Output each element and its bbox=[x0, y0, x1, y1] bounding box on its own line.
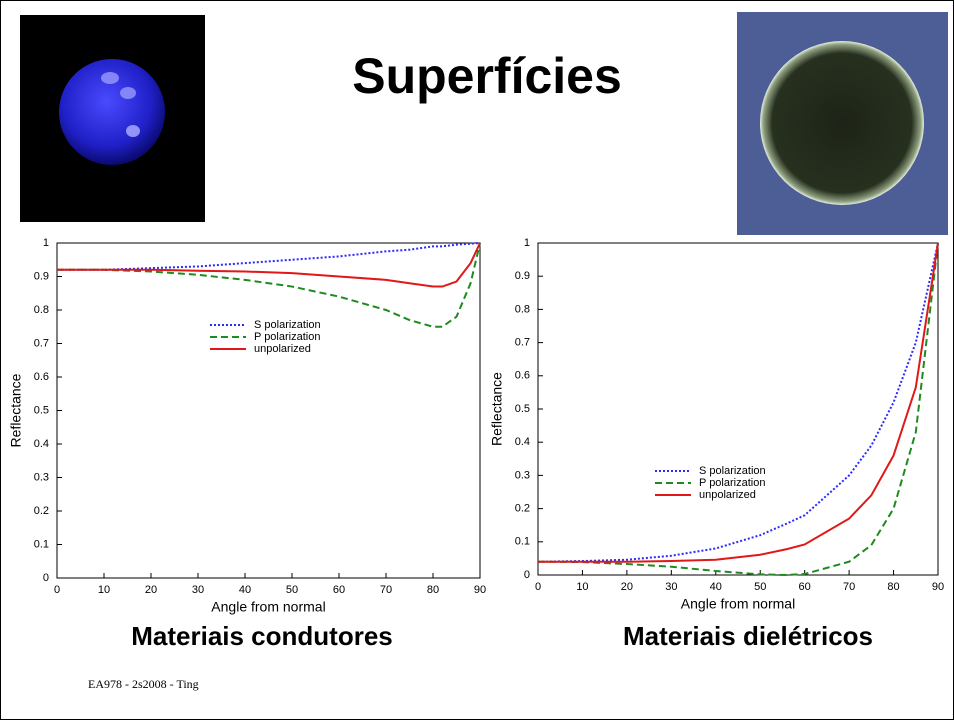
chart-caption: Materiais condutores bbox=[131, 621, 393, 651]
y-tick-label: 0.6 bbox=[34, 371, 49, 383]
y-tick-label: 0.8 bbox=[34, 304, 49, 316]
dark-sphere bbox=[760, 41, 924, 205]
x-tick-label: 40 bbox=[710, 581, 722, 593]
y-tick-label: 1 bbox=[524, 237, 530, 249]
x-tick-label: 50 bbox=[754, 581, 766, 593]
y-axis-label: Reflectance bbox=[489, 372, 505, 446]
highlight bbox=[120, 87, 136, 99]
x-tick-label: 10 bbox=[98, 584, 110, 596]
x-tick-label: 60 bbox=[333, 584, 345, 596]
highlight bbox=[126, 125, 140, 137]
y-tick-label: 1 bbox=[43, 237, 49, 249]
y-tick-label: 0.2 bbox=[34, 505, 49, 517]
y-tick-label: 0.5 bbox=[515, 403, 530, 415]
y-tick-label: 0.4 bbox=[34, 438, 49, 450]
x-tick-label: 0 bbox=[54, 584, 60, 596]
slide: Superfícies EA978 - 2s2008 - Ting 0 0.1 0.… bbox=[0, 0, 954, 720]
x-tick-label: 30 bbox=[192, 584, 204, 596]
legend-label: unpolarized bbox=[254, 343, 311, 355]
x-tick-label: 80 bbox=[887, 581, 899, 593]
y-tick-label: 0.3 bbox=[34, 471, 49, 483]
y-tick-label: 0.7 bbox=[34, 337, 49, 349]
legend-label: S polarization bbox=[254, 319, 321, 331]
y-tick-label: 0.4 bbox=[515, 436, 530, 448]
y-tick-label: 0.7 bbox=[515, 337, 530, 349]
x-tick-label: 60 bbox=[799, 581, 811, 593]
y-tick-label: 0.1 bbox=[515, 536, 530, 548]
y-axis-label: Reflectance bbox=[8, 373, 24, 447]
y-tick-label: 0.8 bbox=[515, 303, 530, 315]
x-tick-label: 70 bbox=[380, 584, 392, 596]
x-tick-label: 70 bbox=[843, 581, 855, 593]
x-tick-label: 90 bbox=[932, 581, 944, 593]
x-tick-label: 20 bbox=[621, 581, 633, 593]
chart-caption: Materiais dielétricos bbox=[623, 621, 873, 651]
y-tick-label: 0.2 bbox=[515, 503, 530, 515]
x-axis-label: Angle from normal bbox=[681, 596, 795, 612]
y-tick-label: 0.5 bbox=[34, 404, 49, 416]
y-tick-label: 0.1 bbox=[34, 538, 49, 550]
slide-title: Superfícies bbox=[352, 48, 622, 104]
x-tick-label: 90 bbox=[474, 584, 486, 596]
legend-label: P polarization bbox=[699, 477, 765, 489]
x-tick-label: 10 bbox=[576, 581, 588, 593]
y-tick-label: 0.6 bbox=[515, 370, 530, 382]
x-tick-label: 50 bbox=[286, 584, 298, 596]
y-tick-label: 0.9 bbox=[34, 270, 49, 282]
y-tick-label: 0.3 bbox=[515, 469, 530, 481]
y-tick-label: 0 bbox=[43, 572, 49, 584]
y-tick-label: 0 bbox=[524, 569, 530, 581]
x-tick-label: 20 bbox=[145, 584, 157, 596]
legend-label: unpolarized bbox=[699, 489, 756, 501]
highlight bbox=[101, 72, 119, 84]
x-tick-label: 40 bbox=[239, 584, 251, 596]
x-tick-label: 80 bbox=[427, 584, 439, 596]
legend-label: P polarization bbox=[254, 331, 320, 343]
y-tick-label: 0.9 bbox=[515, 270, 530, 282]
x-tick-label: 30 bbox=[665, 581, 677, 593]
x-axis-label: Angle from normal bbox=[211, 599, 325, 615]
legend-label: S polarization bbox=[699, 465, 766, 477]
x-tick-label: 0 bbox=[535, 581, 541, 593]
footer: EA978 - 2s2008 - Ting bbox=[88, 677, 199, 691]
